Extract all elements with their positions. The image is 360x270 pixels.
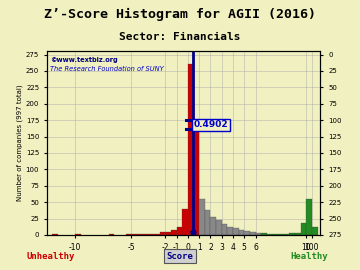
- Bar: [154, 234, 159, 235]
- Bar: [239, 230, 244, 235]
- Bar: [131, 234, 137, 235]
- Bar: [109, 234, 114, 235]
- Bar: [256, 233, 261, 235]
- Text: Healthy: Healthy: [291, 252, 328, 261]
- Bar: [267, 234, 273, 235]
- Bar: [222, 224, 227, 235]
- Bar: [273, 234, 278, 235]
- Bar: [210, 217, 216, 235]
- Bar: [143, 234, 148, 235]
- Text: 0.4902: 0.4902: [194, 120, 229, 129]
- Bar: [75, 234, 81, 235]
- Bar: [312, 227, 318, 235]
- Bar: [159, 232, 165, 235]
- Bar: [278, 234, 284, 235]
- Text: Unhealthy: Unhealthy: [26, 252, 75, 261]
- Bar: [182, 209, 188, 235]
- Text: Sector: Financials: Sector: Financials: [119, 32, 241, 42]
- Bar: [227, 227, 233, 235]
- Bar: [126, 234, 131, 235]
- Bar: [176, 227, 182, 235]
- Bar: [250, 232, 256, 235]
- Bar: [301, 223, 306, 235]
- Bar: [193, 120, 199, 235]
- Bar: [199, 199, 205, 235]
- Bar: [165, 232, 171, 235]
- Bar: [137, 234, 143, 235]
- Text: Z’-Score Histogram for AGII (2016): Z’-Score Histogram for AGII (2016): [44, 8, 316, 21]
- Bar: [148, 234, 154, 235]
- Text: ©www.textbiz.org: ©www.textbiz.org: [50, 56, 118, 63]
- Y-axis label: Number of companies (997 total): Number of companies (997 total): [17, 85, 23, 201]
- Bar: [205, 210, 210, 235]
- Bar: [244, 231, 250, 235]
- Text: Score: Score: [167, 252, 193, 261]
- Bar: [216, 221, 222, 235]
- Text: The Research Foundation of SUNY: The Research Foundation of SUNY: [50, 66, 164, 72]
- Bar: [233, 228, 239, 235]
- Bar: [261, 233, 267, 235]
- Bar: [295, 233, 301, 235]
- Bar: [289, 233, 295, 235]
- Bar: [188, 65, 193, 235]
- Bar: [171, 230, 176, 235]
- Bar: [53, 234, 58, 235]
- Bar: [306, 199, 312, 235]
- Bar: [284, 234, 289, 235]
